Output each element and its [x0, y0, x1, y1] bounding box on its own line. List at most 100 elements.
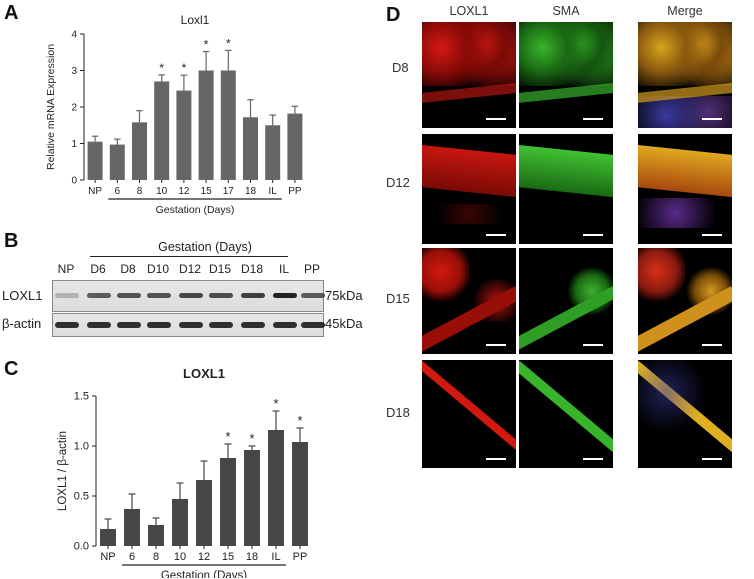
bar — [244, 450, 260, 546]
x-tick-label: NP — [100, 551, 115, 563]
significance-marker: * — [297, 413, 302, 428]
image-merge-d15 — [638, 248, 732, 354]
image-merge-d18 — [638, 360, 732, 468]
chart-title: LOXL1 — [183, 366, 225, 381]
chart-title: Loxl1 — [181, 13, 210, 27]
x-tick-label: 10 — [156, 186, 168, 197]
bar — [220, 70, 236, 180]
significance-marker: * — [273, 396, 278, 411]
blot-band-loxl1 — [301, 293, 325, 298]
blot-band-actin — [147, 322, 171, 328]
image-loxl1-d15 — [422, 248, 516, 354]
y-tick-label: 0 — [71, 176, 77, 187]
significance-marker: * — [204, 38, 209, 52]
bar — [243, 117, 258, 180]
x-tick-label: 8 — [137, 186, 143, 197]
blot-lane-label: D12 — [178, 262, 201, 276]
blot-band-actin — [273, 322, 297, 328]
blot-actin-strip — [52, 313, 325, 337]
y-tick-label: 3 — [71, 66, 77, 77]
western-blot-panel: Gestation (Days) NP D6 D8 D10 D12 D15 D18 IL PP … — [0, 232, 363, 344]
blot-lane-label: D18 — [240, 262, 263, 276]
panel-label-d: D — [386, 4, 401, 26]
image-sma-d12 — [519, 134, 613, 244]
image-loxl1-d12 — [422, 134, 516, 244]
blot-lane-label: D8 — [120, 262, 136, 276]
blot-band-actin — [55, 322, 79, 328]
x-axis-label: Gestation (Days) — [156, 204, 235, 216]
y-tick-label: 4 — [71, 30, 77, 41]
panel-label-a: A — [4, 2, 19, 24]
image-sma-d15 — [519, 248, 613, 354]
x-tick-label: 17 — [223, 186, 235, 197]
blot-lane-label: IL — [278, 262, 289, 276]
col-header-loxl1: LOXL1 — [449, 4, 489, 18]
blot-band-actin — [241, 322, 265, 328]
significance-marker: * — [225, 429, 230, 444]
row-label-d15: D15 — [386, 291, 410, 306]
y-tick-label: 0.5 — [74, 491, 89, 503]
bar — [172, 499, 188, 546]
y-axis-label: LOXL1 / β-actin — [57, 431, 69, 511]
y-tick-label: 1.5 — [74, 391, 89, 403]
col-header-merge: Merge — [667, 4, 703, 18]
bar — [220, 458, 236, 546]
x-tick-label: IL — [269, 186, 278, 197]
chart-c: LOXL1 0.0 0.5 1.0 1.5 LOXL1 / β-actin NP 6 8 10 12… — [57, 366, 308, 578]
blot-band-loxl1 — [55, 293, 79, 298]
row-label-d8: D8 — [392, 60, 409, 75]
significance-marker: * — [249, 431, 254, 446]
image-merge-d8 — [638, 22, 732, 128]
x-axis-label: Gestation (Days) — [161, 570, 247, 578]
bar — [268, 430, 284, 546]
bar — [132, 122, 147, 180]
x-tick-label: 10 — [174, 551, 186, 563]
x-tick-label: PP — [293, 551, 308, 563]
x-tick-label: 15 — [201, 186, 213, 197]
image-sma-d18 — [519, 360, 613, 468]
x-tick-label: 18 — [246, 551, 258, 563]
bar — [292, 442, 308, 546]
blot-row-label-loxl1: LOXL1 — [2, 288, 43, 303]
blot-band-loxl1 — [147, 293, 171, 298]
y-tick-label: 2 — [71, 103, 77, 114]
blot-row-label-actin: β-actin — [2, 316, 42, 331]
x-tick-label: 6 — [129, 551, 135, 563]
blot-size-75: 75kDa — [325, 288, 363, 303]
panel-label-b: B — [4, 230, 19, 252]
x-tick-label: 15 — [222, 551, 234, 563]
bar — [100, 529, 116, 546]
x-tick-label: 12 — [178, 186, 190, 197]
col-header-sma: SMA — [552, 4, 580, 18]
bar — [176, 90, 192, 180]
bar — [87, 141, 103, 180]
image-loxl1-d18 — [422, 360, 516, 468]
bar — [124, 509, 140, 546]
blot-lane-label: D15 — [208, 262, 231, 276]
blot-loxl1-strip — [52, 280, 325, 312]
y-tick-label: 0.0 — [74, 541, 89, 553]
blot-lane-label: PP — [303, 262, 320, 276]
blot-band-actin — [87, 322, 111, 328]
x-tick-label: 12 — [198, 551, 210, 563]
blot-band-loxl1 — [179, 293, 203, 298]
y-tick-label: 1.0 — [74, 441, 89, 453]
blot-band-actin — [117, 322, 141, 328]
blot-header-label: Gestation (Days) — [158, 240, 252, 254]
significance-marker: * — [182, 61, 187, 75]
bar — [109, 144, 125, 180]
x-tick-label: 6 — [115, 186, 121, 197]
image-loxl1-d8 — [422, 22, 516, 128]
x-tick-label: 8 — [153, 551, 159, 563]
row-label-d18: D18 — [386, 405, 410, 420]
x-tick-label: IL — [271, 551, 280, 563]
bar — [198, 70, 214, 180]
significance-marker: * — [226, 36, 231, 50]
significance-marker: * — [159, 61, 164, 75]
image-sma-d8 — [519, 22, 613, 128]
x-tick-label: 18 — [245, 186, 257, 197]
blot-band-loxl1 — [117, 293, 141, 298]
blot-band-actin — [179, 322, 203, 328]
bar — [196, 480, 212, 546]
